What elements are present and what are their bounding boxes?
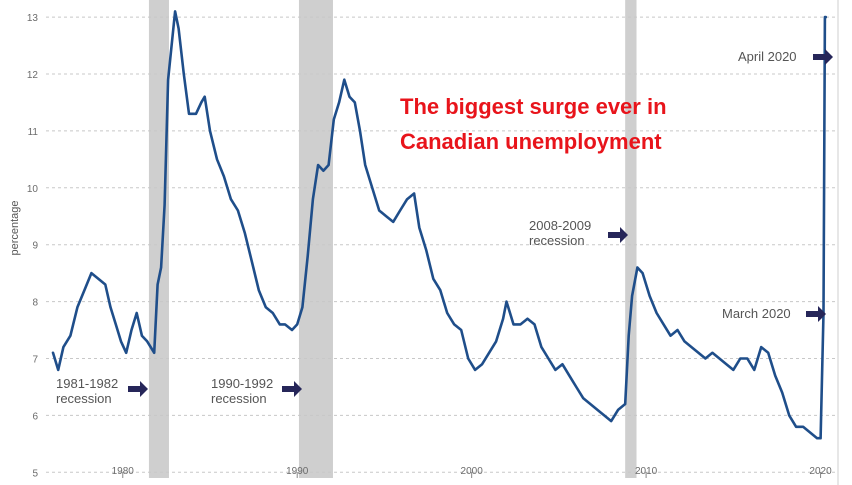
chart-title: The biggest surge ever in Canadian unemp…: [400, 94, 667, 154]
annotations: 1981-1982 recession 1990-1992 recession 2008…: [56, 49, 833, 406]
recession-label-1: 1981-1982 recession: [56, 376, 118, 406]
annotation-label-1: April 2020: [738, 49, 797, 64]
y-tick-label: 9: [32, 241, 38, 252]
recession-arrow-3: [608, 227, 628, 243]
series-line: [51, 10, 828, 440]
y-tick-label: 8: [32, 298, 38, 309]
recession-arrow-1: [128, 381, 148, 397]
annotation-label-2: March 2020: [722, 306, 791, 321]
y-axis-label: percentage: [9, 200, 21, 255]
x-tick-label: 1990: [286, 466, 309, 477]
title-line-1: The biggest surge ever in: [400, 94, 667, 119]
y-tick-label: 7: [32, 355, 38, 366]
recession-band-1: [148, 0, 169, 478]
gridlines: [46, 16, 838, 473]
y-tick-label: 12: [27, 70, 39, 81]
recession-bands: [148, 0, 637, 478]
title-line-2: Canadian unemployment: [400, 129, 662, 154]
y-tick-label: 6: [32, 411, 38, 422]
y-tick-label: 11: [28, 127, 39, 138]
y-axis: 5 6 7 8 9 10 11 12 13: [27, 13, 39, 479]
x-tick-label: 2020: [809, 466, 832, 477]
recession-arrow-2: [282, 381, 302, 397]
recession-band-3: [625, 0, 637, 478]
y-tick-label: 10: [27, 184, 39, 195]
annotation-arrow-1: [813, 49, 833, 65]
x-tick-label: 1980: [112, 466, 135, 477]
x-tick-label: 2000: [461, 466, 484, 477]
y-tick-label: 5: [32, 468, 38, 479]
y-tick-label: 13: [27, 13, 39, 24]
recession-label-2: 1990-1992 recession: [211, 376, 273, 406]
recession-band-2: [298, 0, 333, 478]
annotation-arrow-2: [806, 306, 826, 322]
x-axis: 1980 1990 2000 2010 2020: [112, 466, 832, 478]
recession-label-3: 2008-2009 recession: [529, 218, 591, 248]
x-tick-label: 2010: [635, 466, 658, 477]
